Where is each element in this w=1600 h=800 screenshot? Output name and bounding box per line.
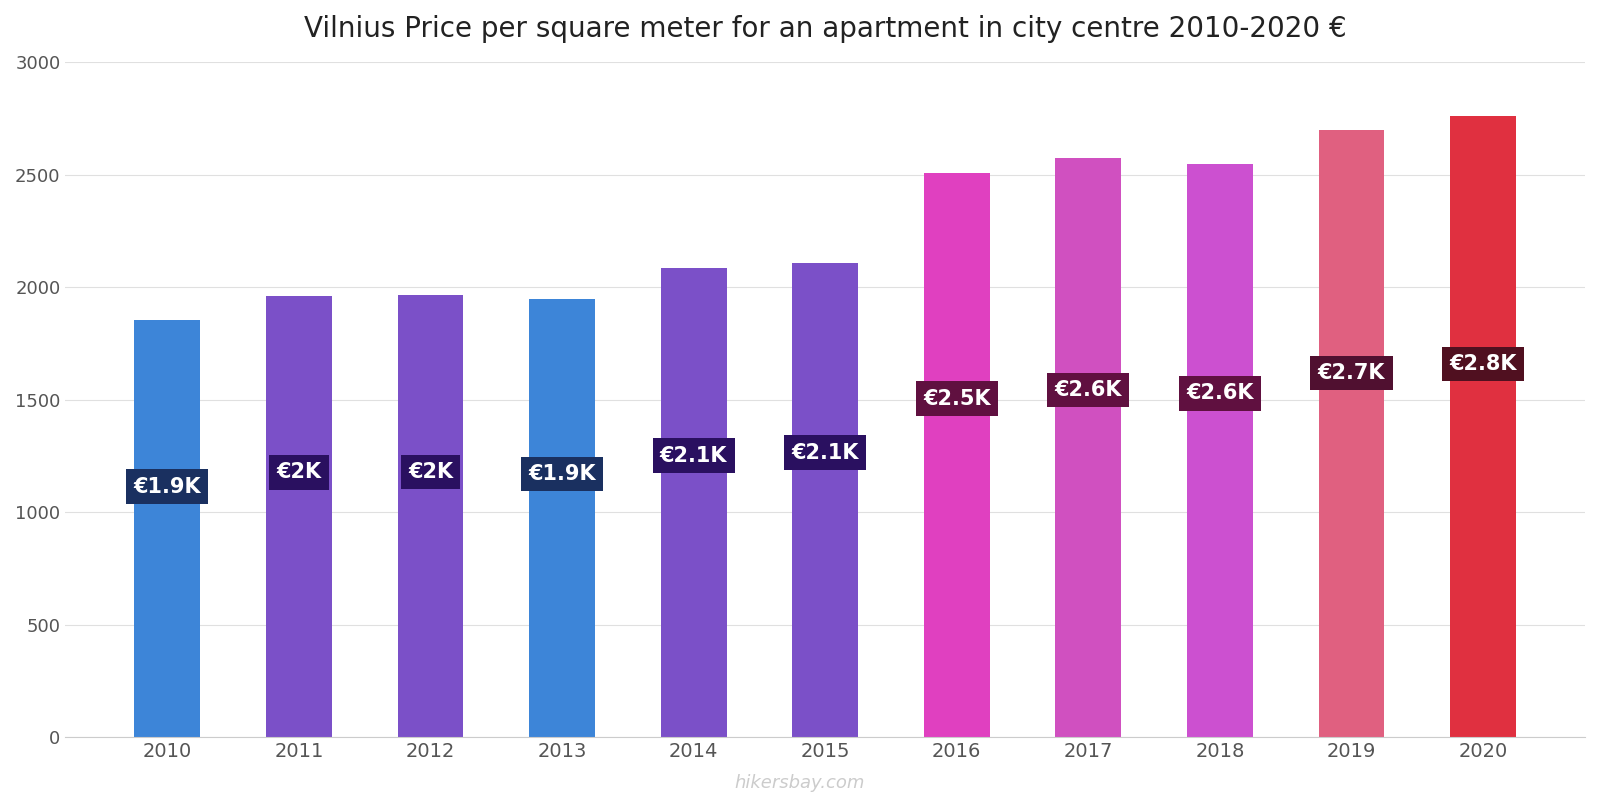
Text: €2.1K: €2.1K (792, 442, 859, 462)
Title: Vilnius Price per square meter for an apartment in city centre 2010-2020 €: Vilnius Price per square meter for an ap… (304, 15, 1347, 43)
Text: €2.7K: €2.7K (1318, 363, 1386, 383)
Text: €2.6K: €2.6K (1186, 383, 1254, 403)
Bar (1318, 130, 1384, 737)
Text: €2.5K: €2.5K (923, 389, 990, 409)
Text: €2K: €2K (408, 462, 453, 482)
Bar (661, 268, 726, 737)
Bar (134, 320, 200, 737)
Text: €2.1K: €2.1K (659, 446, 728, 466)
Text: €2.8K: €2.8K (1450, 354, 1517, 374)
Text: €1.9K: €1.9K (528, 464, 595, 484)
Text: €1.9K: €1.9K (133, 477, 202, 497)
Bar (397, 295, 464, 737)
Text: €2K: €2K (277, 462, 322, 482)
Bar (530, 298, 595, 737)
Text: €2.6K: €2.6K (1054, 380, 1122, 400)
Bar (1056, 158, 1122, 737)
Bar (792, 262, 858, 737)
Bar (266, 296, 331, 737)
Bar (923, 173, 990, 737)
Bar (1187, 164, 1253, 737)
Bar (1450, 115, 1515, 737)
Text: hikersbay.com: hikersbay.com (734, 774, 866, 792)
